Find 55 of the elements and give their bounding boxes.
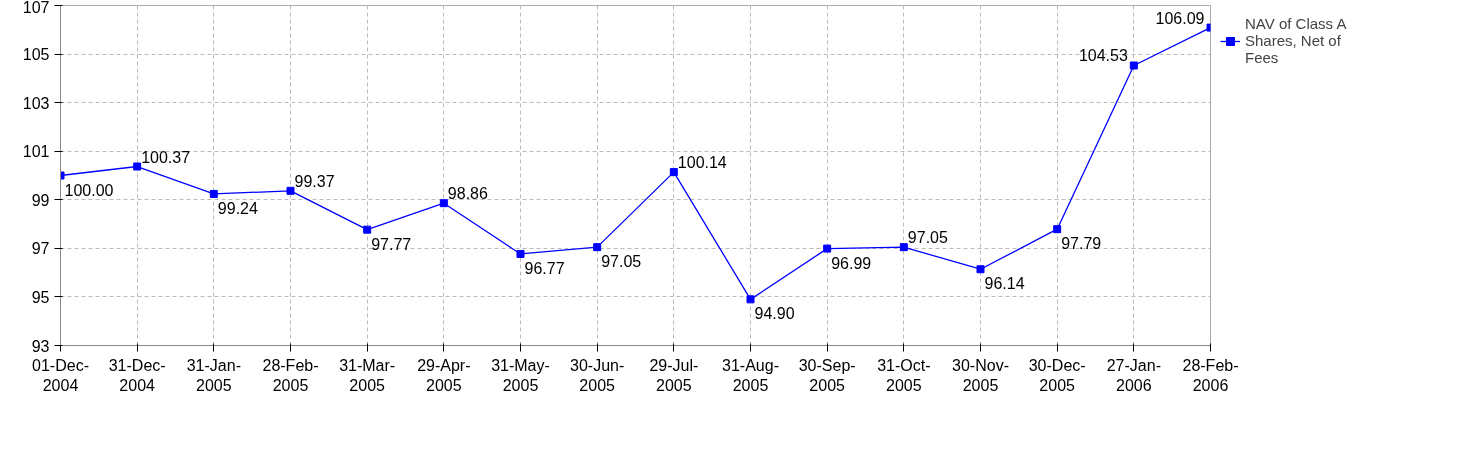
point: [286, 186, 295, 195]
point: [439, 199, 448, 208]
data-label: 98.86: [447, 185, 488, 203]
data-label: 99.24: [217, 199, 258, 217]
x-tick-label: 30-Nov-2005: [952, 356, 1009, 394]
x-tick-label: 30-Sep-2005: [798, 356, 856, 394]
y-tick-label: 103: [22, 94, 50, 112]
data-label: 104.53: [1078, 47, 1128, 65]
data-label: 97.79: [1061, 235, 1102, 253]
point: [823, 244, 832, 253]
data-label: 96.14: [984, 275, 1025, 293]
data-label: 100.14: [677, 154, 727, 172]
y-tick-label: 101: [22, 143, 50, 161]
point: [363, 225, 372, 234]
y-tick-label: 93: [31, 337, 50, 355]
y-tick-label: 95: [31, 288, 50, 306]
x-tick-label: 01-Dec-2004: [32, 356, 89, 394]
y-tick-label: 99: [31, 191, 50, 209]
x-tick-label: 31-Jan-2005: [186, 356, 241, 394]
x-tick-label: 29-Jul-2005: [649, 356, 699, 394]
legend-label: NAV of Class A Shares, Net of Fees: [1245, 15, 1347, 66]
data-label: 94.90: [754, 305, 795, 323]
point: [746, 295, 755, 304]
point: [593, 243, 602, 252]
data-label: 97.77: [371, 235, 412, 253]
y-tick-label: 107: [22, 0, 50, 16]
x-tick-label: 31-Aug-2005: [722, 356, 779, 394]
data-label: 99.37: [294, 172, 335, 190]
x-tick-label: 31-Dec-2004: [108, 356, 166, 394]
x-tick-label: 27-Jan-2006: [1106, 356, 1161, 394]
point: [1129, 61, 1138, 70]
data-label: 106.09: [1155, 9, 1205, 27]
x-tick-label: 31-Oct-2005: [877, 356, 931, 394]
point: [1053, 225, 1062, 234]
point: [976, 265, 985, 274]
data-label: 97.05: [601, 253, 642, 271]
point: [209, 189, 218, 198]
point: [669, 168, 678, 177]
point: [899, 243, 908, 252]
x-tick-label: 29-Apr-2005: [417, 356, 471, 394]
point: [133, 162, 142, 171]
data-label: 96.99: [831, 254, 872, 272]
x-tick-label: 31-May-2005: [491, 356, 550, 394]
y-tick-label: 105: [22, 46, 50, 64]
x-tick-label: 30-Dec-2005: [1028, 356, 1086, 394]
point: [516, 249, 525, 258]
data-label: 100.37: [141, 148, 191, 166]
x-tick-label: 31-Mar-2005: [339, 356, 396, 394]
data-label: 97.05: [907, 229, 948, 247]
x-tick-label: 30-Jun-2005: [570, 356, 625, 394]
y-tick-label: 97: [31, 240, 50, 258]
data-label: 100.00: [64, 181, 114, 199]
x-tick-label: 28-Feb-2006: [1182, 356, 1239, 394]
data-label: 96.77: [524, 259, 565, 277]
x-tick-label: 28-Feb-2005: [262, 356, 319, 394]
